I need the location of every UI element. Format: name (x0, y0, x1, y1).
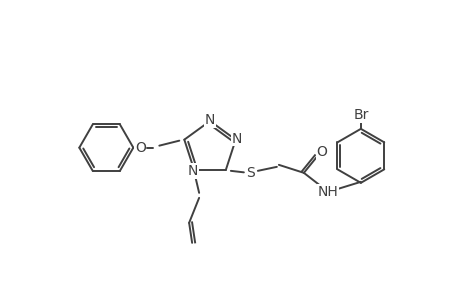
Text: S: S (246, 166, 255, 180)
Text: NH: NH (317, 185, 337, 199)
Text: O: O (316, 145, 327, 159)
Text: O: O (134, 141, 146, 155)
Text: N: N (231, 132, 241, 146)
Text: N: N (204, 113, 215, 127)
Text: Br: Br (353, 108, 368, 122)
Text: N: N (188, 164, 198, 178)
